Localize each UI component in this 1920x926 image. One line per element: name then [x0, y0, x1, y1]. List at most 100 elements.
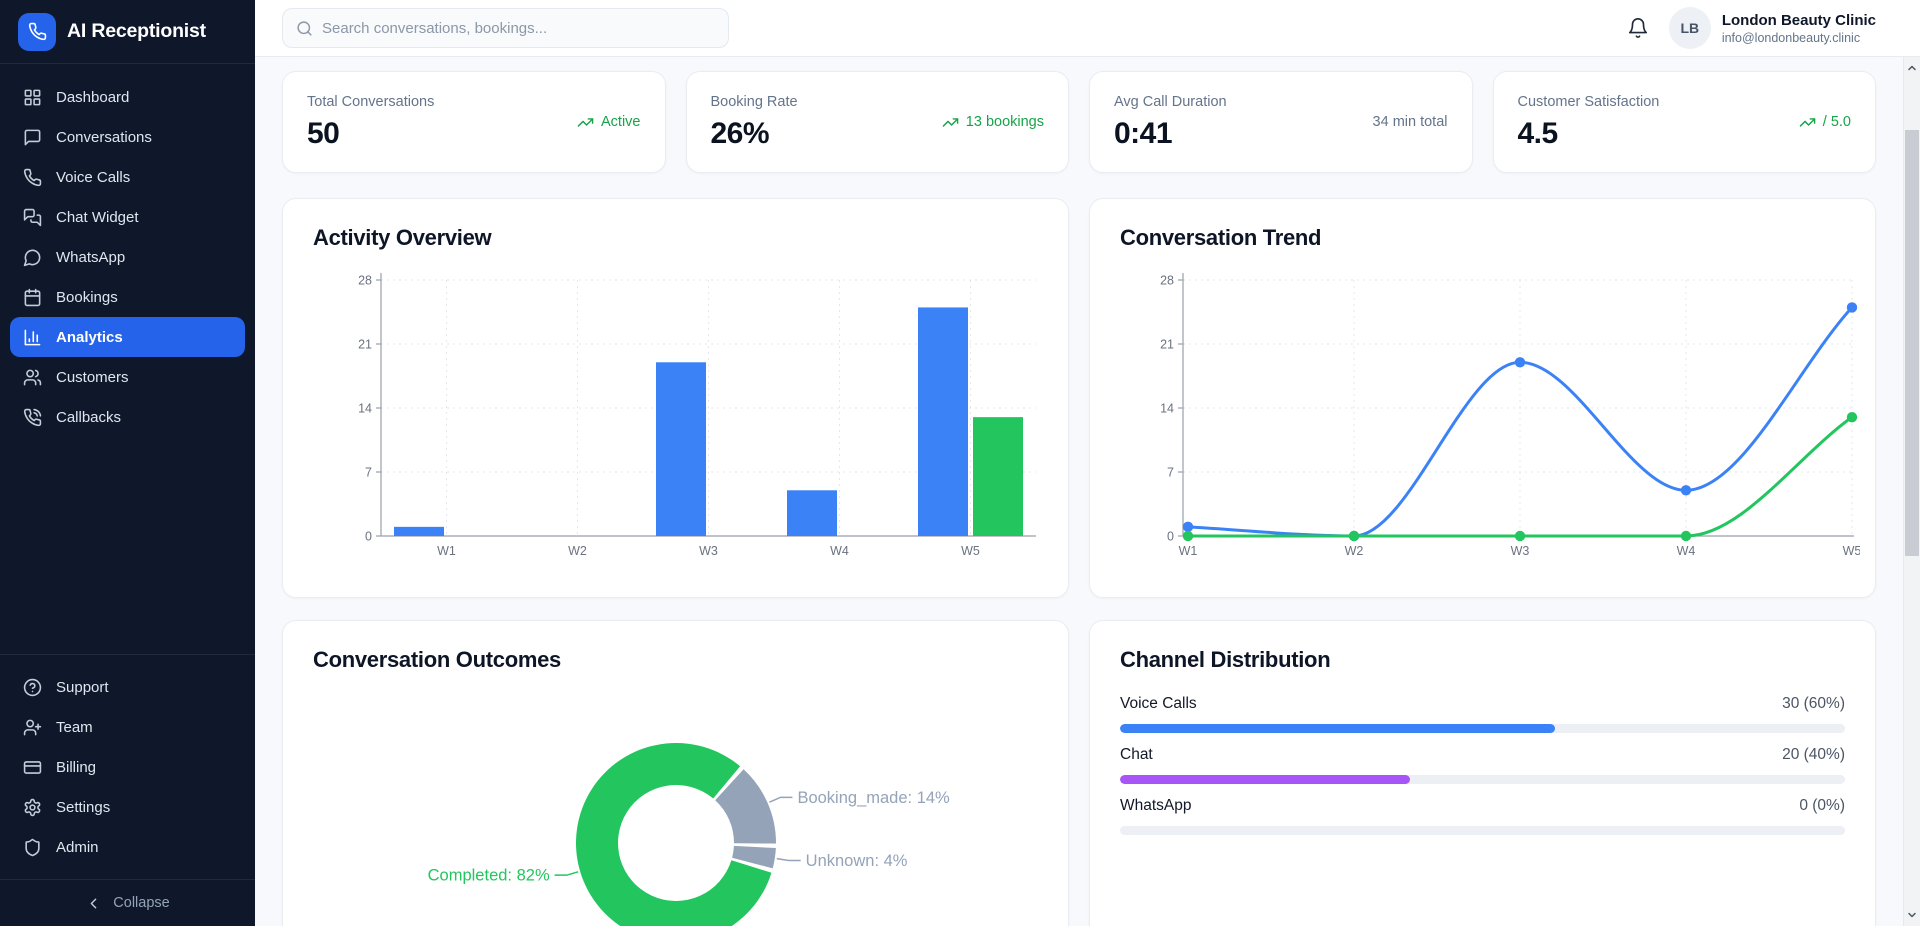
sidebar-item-admin[interactable]: Admin	[10, 827, 245, 867]
sidebar-item-bookings[interactable]: Bookings	[10, 277, 245, 317]
users-icon	[23, 367, 43, 387]
stat-card-booking-rate: Booking Rate 26% 13 bookings	[685, 71, 1069, 173]
svg-text:W5: W5	[961, 544, 980, 558]
stat-card-customer-satisfaction: Customer Satisfaction 4.5 / 5.0	[1492, 71, 1876, 173]
scrollbar-thumb[interactable]	[1905, 130, 1919, 556]
scrollbar-up-arrow-icon[interactable]	[1904, 60, 1920, 76]
help-circle-icon	[23, 677, 43, 697]
stat-label: Total Conversations	[307, 93, 435, 110]
stat-label: Avg Call Duration	[1114, 93, 1227, 110]
svg-text:7: 7	[1167, 466, 1174, 480]
stat-badge-text: / 5.0	[1822, 114, 1851, 130]
sidebar-item-label: Bookings	[56, 288, 118, 306]
user-plus-icon	[23, 717, 43, 737]
org-name: London Beauty Clinic	[1721, 12, 1876, 30]
scrollbar-down-arrow-icon[interactable]	[1904, 907, 1920, 923]
stat-info: Customer Satisfaction 4.5	[1518, 94, 1660, 151]
phone-icon	[23, 167, 43, 187]
svg-text:W2: W2	[1345, 544, 1364, 558]
svg-text:W3: W3	[1511, 544, 1530, 558]
channel-row-voice-calls: Voice Calls 30 (60%)	[1120, 695, 1845, 733]
search-input[interactable]	[322, 19, 715, 37]
stat-badge-text: Active	[601, 114, 641, 130]
sidebar-item-label: Admin	[56, 838, 99, 856]
channel-value: 30 (60%)	[1782, 695, 1845, 712]
stat-value: 26%	[710, 116, 770, 150]
svg-text:21: 21	[358, 338, 372, 352]
stat-label: Customer Satisfaction	[1517, 93, 1660, 110]
channel-distribution-title: Channel Distribution	[1120, 647, 1331, 672]
stat-badge: Active	[577, 114, 641, 131]
sidebar-nav: Dashboard Conversations Voice Calls Chat Wi…	[0, 64, 255, 437]
sidebar-item-callbacks[interactable]: Callbacks	[10, 397, 245, 437]
channel-progress-track	[1120, 826, 1845, 835]
svg-text:Completed: 82%: Completed: 82%	[428, 867, 550, 885]
stat-info: Total Conversations 50	[307, 94, 434, 151]
sidebar-item-settings[interactable]: Settings	[10, 787, 245, 827]
sidebar-item-support[interactable]: Support	[10, 667, 245, 707]
channel-label: Chat	[1120, 746, 1153, 763]
sidebar-item-label: Customers	[56, 368, 129, 386]
svg-text:28: 28	[1160, 274, 1174, 288]
sidebar-item-label: Callbacks	[56, 408, 122, 426]
svg-text:0: 0	[365, 530, 372, 544]
message-circle-icon	[23, 247, 43, 267]
stat-badge: / 5.0	[1799, 114, 1851, 131]
activity-overview-title: Activity Overview	[313, 225, 492, 250]
channel-value: 0 (0%)	[1799, 797, 1845, 814]
svg-text:14: 14	[358, 402, 372, 416]
dashboard-content: Total Conversations 50 Active Booking Ra…	[255, 57, 1920, 926]
stat-card-total-conversations: Total Conversations 50 Active	[282, 71, 666, 173]
sidebar-item-chat-widget[interactable]: Chat Widget	[10, 197, 245, 237]
sidebar-item-label: Settings	[56, 798, 111, 816]
collapse-button[interactable]: Collapse	[0, 879, 255, 926]
conversation-trend-title: Conversation Trend	[1120, 225, 1322, 250]
account-menu[interactable]: LB London Beauty Clinic info@londonbeaut…	[1668, 7, 1876, 49]
messages-square-icon	[23, 207, 43, 227]
stat-value: 0:41	[1114, 116, 1173, 150]
sidebar-spacer	[0, 437, 255, 654]
channel-progress-fill	[1120, 775, 1410, 784]
stats-row: Total Conversations 50 Active Booking Ra…	[282, 71, 1876, 173]
topbar-right: LB London Beauty Clinic info@londonbeaut…	[1627, 7, 1876, 49]
channel-list: Voice Calls 30 (60%) Chat 20 (40%) Whats…	[1120, 695, 1845, 835]
sidebar-item-whatsapp[interactable]: WhatsApp	[10, 237, 245, 277]
stat-value: 4.5	[1517, 116, 1559, 150]
svg-text:0: 0	[1167, 530, 1174, 544]
sidebar-item-billing[interactable]: Billing	[10, 747, 245, 787]
sidebar-item-team[interactable]: Team	[10, 707, 245, 747]
svg-text:W1: W1	[1179, 544, 1198, 558]
sidebar-item-label: Support	[56, 678, 109, 696]
scrollbar[interactable]	[1903, 57, 1920, 926]
sidebar-item-conversations[interactable]: Conversations	[10, 117, 245, 157]
layout-grid-icon	[23, 87, 43, 107]
channel-value: 20 (40%)	[1782, 746, 1845, 763]
channel-row-whatsapp: WhatsApp 0 (0%)	[1120, 797, 1845, 835]
stat-badge: 34 min total	[1373, 114, 1448, 130]
trending-up-icon	[577, 114, 594, 131]
stat-badge: 13 bookings	[942, 114, 1044, 131]
sidebar-item-label: Voice Calls	[56, 168, 131, 186]
svg-text:14: 14	[1160, 402, 1174, 416]
bell-icon[interactable]	[1627, 17, 1649, 39]
sidebar-item-label: Dashboard	[56, 88, 130, 106]
sidebar-item-voice-calls[interactable]: Voice Calls	[10, 157, 245, 197]
sidebar-item-customers[interactable]: Customers	[10, 357, 245, 397]
bottom-row: Conversation Outcomes Completed: 82% Book…	[282, 620, 1876, 926]
search-box[interactable]	[282, 8, 729, 48]
sidebar-item-analytics[interactable]: Analytics	[10, 317, 245, 357]
stat-badge-text: 13 bookings	[965, 114, 1044, 130]
org-email: info@londonbeauty.clinic	[1721, 30, 1861, 45]
stat-label: Booking Rate	[710, 93, 798, 110]
stat-value: 50	[307, 116, 340, 150]
channel-progress-track	[1120, 724, 1845, 733]
sidebar-item-dashboard[interactable]: Dashboard	[10, 77, 245, 117]
svg-text:W3: W3	[699, 544, 718, 558]
channel-distribution-card: Channel Distribution Voice Calls 30 (60%…	[1089, 620, 1876, 926]
svg-text:21: 21	[1160, 338, 1174, 352]
conversation-outcomes-title: Conversation Outcomes	[313, 647, 561, 672]
sidebar-bottom-nav: Support Team Billing Settings Admin	[0, 654, 255, 879]
conversation-trend-card: Conversation Trend 0 7 14 21 28 W1 W2 W3 W4 W5	[1089, 198, 1876, 598]
collapse-label: Collapse	[113, 895, 170, 911]
chevron-left-icon	[85, 893, 105, 913]
